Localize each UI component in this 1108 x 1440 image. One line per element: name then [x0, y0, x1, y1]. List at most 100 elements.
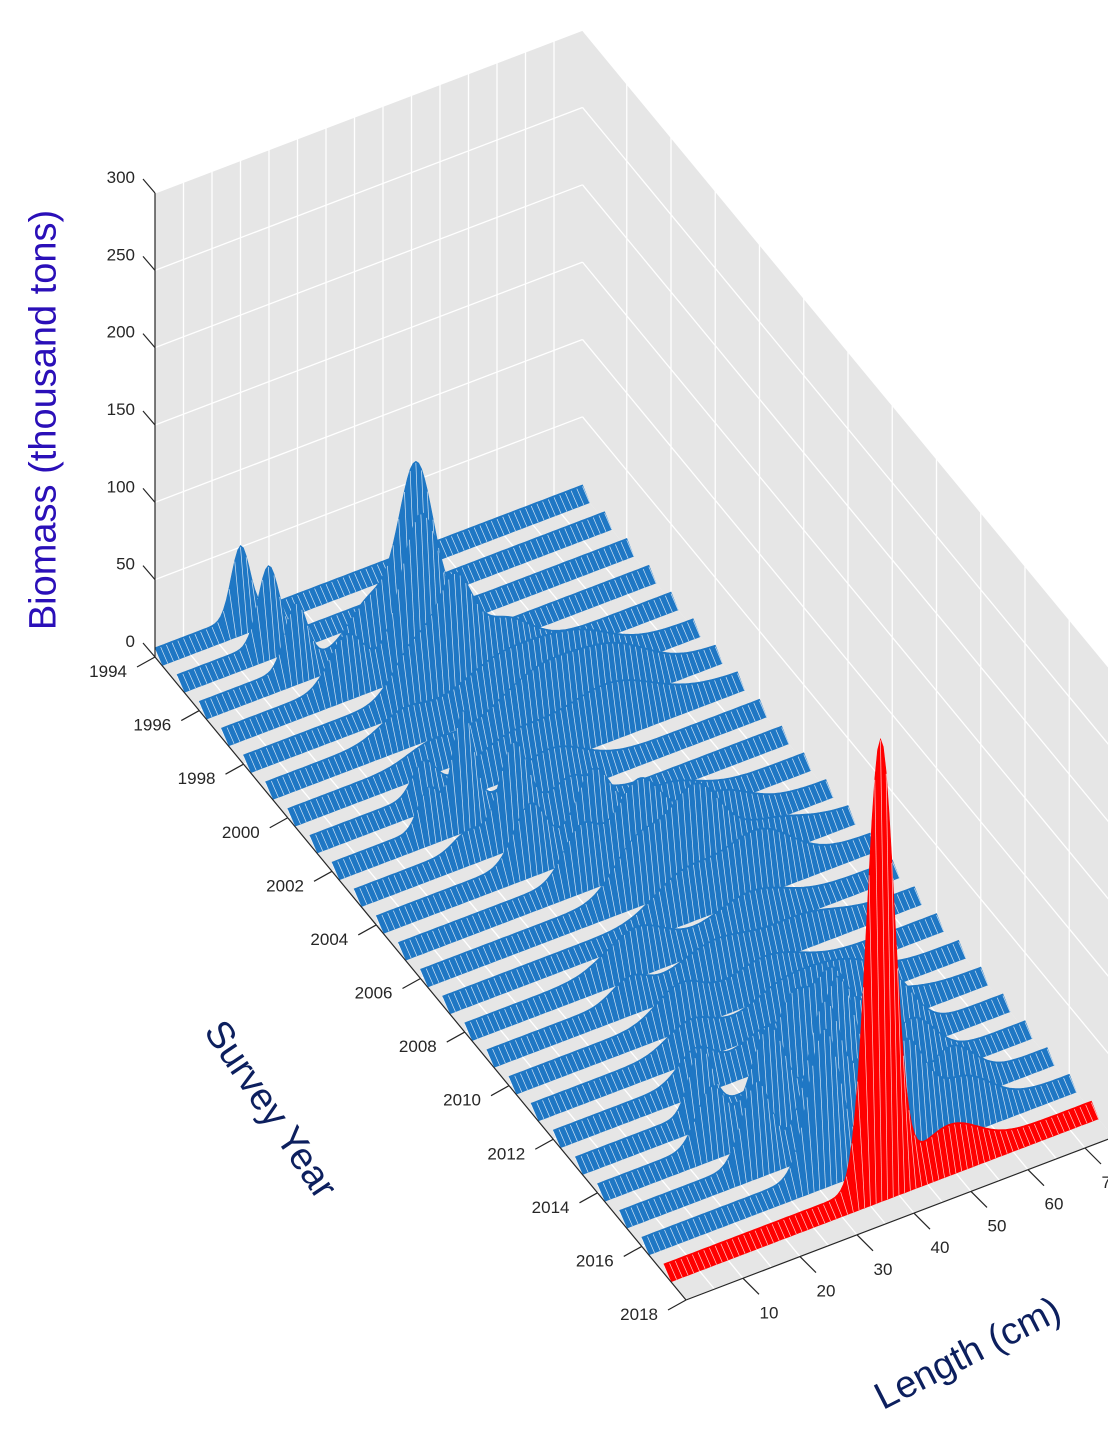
- mesh-line: [795, 839, 804, 880]
- mesh-line: [694, 1121, 702, 1165]
- mesh-line: [399, 872, 408, 890]
- mesh-line: [780, 762, 789, 780]
- mesh-line: [909, 1039, 918, 1153]
- mesh-line: [666, 1122, 674, 1141]
- mesh-line: [704, 1214, 712, 1232]
- mesh-line: [410, 868, 419, 886]
- mesh-line: [586, 555, 595, 572]
- mesh-line: [489, 591, 498, 609]
- mesh-line: [199, 667, 208, 684]
- mesh-line: [273, 667, 281, 692]
- mesh-line: [712, 1050, 721, 1088]
- mesh-line: [265, 747, 274, 765]
- mesh-line: [553, 789, 562, 831]
- mesh-line: [977, 1078, 986, 1127]
- mesh-line: [692, 652, 700, 673]
- mesh-line: [749, 1197, 758, 1214]
- mesh-line: [479, 525, 488, 542]
- mesh-line: [439, 855, 448, 875]
- mesh-line: [697, 1252, 706, 1269]
- mesh-line: [496, 554, 504, 571]
- mesh-line: [504, 1009, 513, 1026]
- mesh-line: [652, 633, 661, 652]
- mesh-line: [630, 608, 639, 626]
- mesh-line: [499, 975, 508, 993]
- mesh-line: [447, 693, 456, 731]
- mesh-line: [828, 1201, 837, 1219]
- mesh-line: [598, 515, 607, 532]
- mesh-line: [501, 858, 510, 886]
- mesh-line: [267, 567, 276, 658]
- mesh-line: [836, 810, 845, 829]
- mesh-line: [542, 1100, 550, 1117]
- mesh-line: [342, 577, 351, 595]
- mesh-line: [683, 1096, 692, 1134]
- year-tick-mark: [269, 817, 289, 829]
- mesh-line: [828, 909, 837, 938]
- mesh-line: [154, 649, 163, 666]
- mesh-line: [476, 670, 484, 720]
- mesh-line: [364, 600, 372, 657]
- mesh-line: [560, 1022, 569, 1040]
- mesh-line: [441, 736, 450, 768]
- mesh-line: [691, 684, 700, 708]
- mesh-line: [319, 586, 328, 603]
- mesh-line: [587, 1082, 596, 1100]
- mesh-line: [929, 984, 937, 1005]
- mesh-line: [524, 543, 533, 561]
- mesh-line: [321, 796, 330, 814]
- mesh-line: [462, 531, 471, 549]
- mesh-line: [604, 1076, 613, 1093]
- mesh-line: [271, 780, 279, 798]
- mesh-line: [727, 1160, 736, 1188]
- mesh-line: [783, 1219, 791, 1237]
- mesh-line: [744, 835, 753, 899]
- mesh-line: [806, 1211, 814, 1228]
- mesh-line: [542, 1064, 551, 1082]
- mesh-line: [596, 938, 604, 956]
- mesh-line: [670, 880, 679, 928]
- mesh-line: [283, 705, 292, 723]
- mesh-line: [510, 971, 519, 988]
- mesh-line: [616, 750, 625, 772]
- mesh-line: [370, 883, 379, 901]
- mesh-line: [589, 1010, 597, 1029]
- year-tick-mark: [490, 1085, 510, 1097]
- mesh-line: [730, 976, 739, 1010]
- mesh-line: [393, 910, 401, 928]
- year-tick-label: 2000: [222, 823, 260, 842]
- mesh-line: [518, 545, 527, 563]
- mesh-line: [679, 730, 688, 748]
- mesh-line: [182, 673, 191, 691]
- mesh-line: [716, 1088, 725, 1156]
- mesh-line: [484, 874, 492, 893]
- mesh-line: [429, 741, 438, 773]
- mesh-line: [1029, 1088, 1037, 1108]
- mesh-line: [834, 909, 842, 936]
- mesh-line: [614, 579, 623, 597]
- mesh-line: [616, 1035, 625, 1054]
- mesh-line: [475, 1019, 484, 1037]
- length-tick-label: 10: [760, 1303, 779, 1322]
- mesh-line: [755, 830, 764, 895]
- mesh-line: [377, 846, 386, 863]
- mesh-line: [468, 529, 476, 547]
- mesh-line: [811, 1208, 820, 1226]
- mesh-line: [744, 1107, 753, 1181]
- mesh-line: [727, 847, 736, 906]
- mesh-line: [442, 997, 451, 1015]
- mesh-line: [350, 748, 359, 768]
- mesh-line: [592, 1116, 601, 1133]
- mesh-line: [642, 830, 651, 903]
- mesh-line: [602, 584, 611, 601]
- mesh-line: [431, 615, 440, 702]
- mesh-line: [605, 1040, 614, 1058]
- mesh-line: [819, 814, 827, 836]
- mesh-line: [501, 587, 509, 605]
- mesh-line: [393, 875, 402, 892]
- mesh-line: [547, 1098, 556, 1115]
- mesh-line: [551, 920, 560, 938]
- mesh-line: [261, 678, 270, 696]
- mesh-line: [757, 771, 766, 789]
- mesh-line: [479, 777, 488, 824]
